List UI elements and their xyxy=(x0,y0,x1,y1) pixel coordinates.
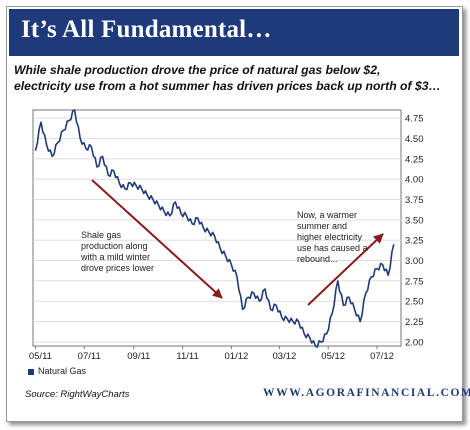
series-line-natural-gas xyxy=(34,109,395,348)
annotation-line: Shale gas xyxy=(81,230,122,240)
x-axis: 05/11 07/11 09/11 11/11 01/12 03/12 05/12 07/12 xyxy=(29,346,394,362)
y-tick-label: 4.00 xyxy=(405,175,424,186)
y-axis: 4.75 4.50 4.25 4.00 3.75 3.50 3.25 3.00 2.75 2.50… xyxy=(405,114,424,349)
up-arrow xyxy=(307,233,384,306)
x-tick-label: 07/11 xyxy=(78,351,101,362)
grid-lines xyxy=(33,117,401,343)
x-tick-label: 09/11 xyxy=(127,351,150,362)
x-tick-label: 05/11 xyxy=(29,351,52,362)
y-tick-label: 4.75 xyxy=(405,114,424,125)
legend: Natural Gas xyxy=(28,366,86,376)
y-tick-label: 3.50 xyxy=(405,215,424,226)
x-tick-label: 05/12 xyxy=(321,351,345,362)
annotation-line: summer and xyxy=(297,221,347,231)
x-tick-label: 11/11 xyxy=(176,351,198,362)
annotation-line: with a mild winter xyxy=(80,252,150,262)
y-tick-label: 4.50 xyxy=(405,134,424,145)
down-arrow xyxy=(91,179,223,299)
chart-title: It’s All Fundamental… xyxy=(21,16,272,43)
y-tick-label: 3.75 xyxy=(405,195,424,206)
annotation-line: higher electricity xyxy=(297,232,363,242)
x-tick-label: 07/12 xyxy=(370,351,394,362)
subtitle-line-2: electricity use from a hot summer has dr… xyxy=(14,79,441,93)
y-tick-label: 2.00 xyxy=(405,337,424,348)
brand-url: WWW.AGORAFINANCIAL.COM xyxy=(263,387,470,399)
annotation-line: drove prices lower xyxy=(81,263,154,273)
y-tick-label: 4.25 xyxy=(405,154,424,165)
annotation-line: production along xyxy=(81,241,148,251)
y-tick-label: 2.50 xyxy=(405,297,424,308)
annotation-line: rebound... xyxy=(297,254,338,264)
legend-swatch xyxy=(28,368,34,375)
annotation-line: use has caused a xyxy=(297,243,368,253)
subtitle-line-1: While shale production drove the price o… xyxy=(14,63,381,77)
chart-subtitle: While shale production drove the price o… xyxy=(14,62,454,94)
y-tick-label: 3.00 xyxy=(405,256,424,267)
y-tick-label: 3.25 xyxy=(405,236,424,247)
x-tick-label: 01/12 xyxy=(225,351,249,362)
plot-area xyxy=(32,109,402,347)
legend-label: Natural Gas xyxy=(38,366,87,376)
x-tick-label: 03/12 xyxy=(273,351,297,362)
annotation-line: Now, a warmer xyxy=(297,210,357,220)
title-bar: It’s All Fundamental… xyxy=(9,9,459,56)
y-tick-label: 2.75 xyxy=(405,276,424,287)
source-note: Source: RightWayCharts xyxy=(25,389,130,400)
y-tick-label: 2.25 xyxy=(405,317,424,328)
